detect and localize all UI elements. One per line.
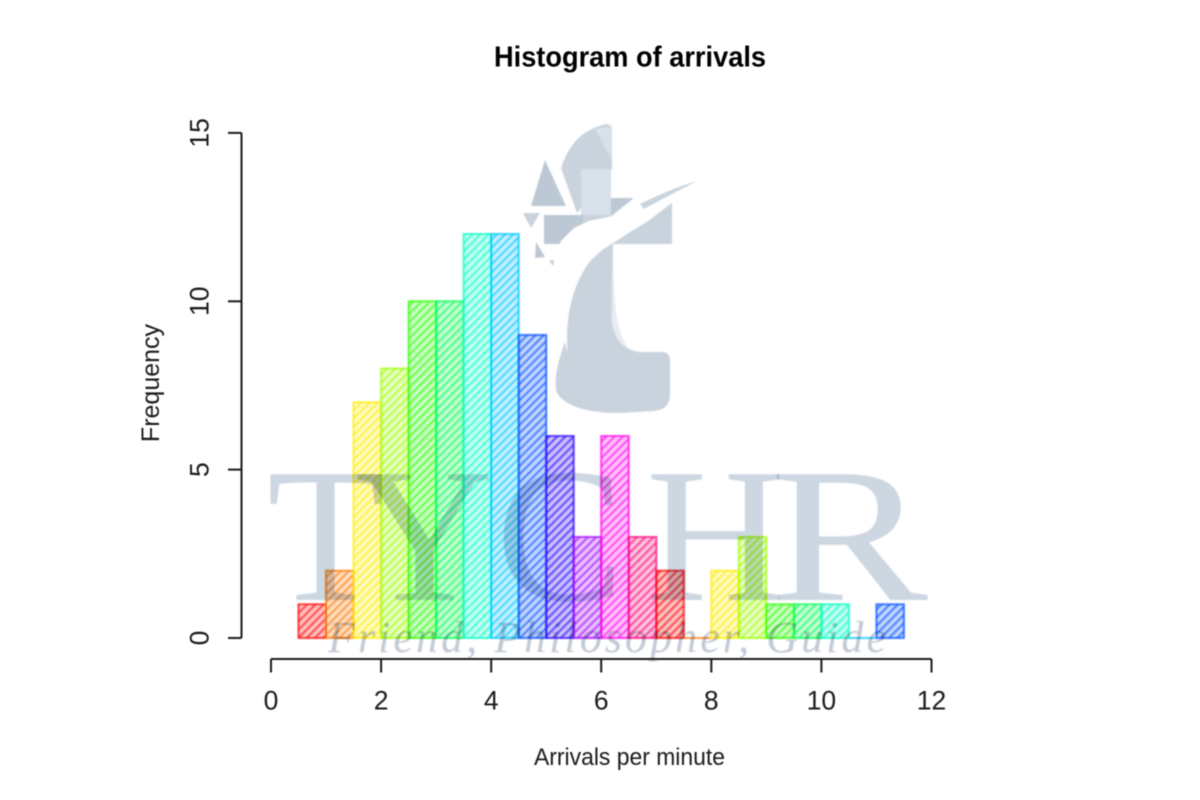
svg-text:5: 5 xyxy=(185,462,215,477)
svg-text:6: 6 xyxy=(594,686,609,716)
svg-text:H: H xyxy=(646,429,785,642)
svg-text:Arrivals per minute: Arrivals per minute xyxy=(534,744,725,771)
svg-text:Histogram of arrivals: Histogram of arrivals xyxy=(494,41,766,73)
svg-text:C: C xyxy=(496,429,624,642)
svg-text:Frequency: Frequency xyxy=(137,323,165,442)
svg-text:10: 10 xyxy=(185,287,215,316)
svg-text:15: 15 xyxy=(185,118,215,147)
svg-text:8: 8 xyxy=(704,686,719,716)
svg-text:12: 12 xyxy=(917,686,946,716)
svg-text:0: 0 xyxy=(185,631,215,646)
svg-text:10: 10 xyxy=(807,686,836,716)
svg-text:Friend, Philosopher, Guide: Friend, Philosopher, Guide xyxy=(327,613,886,662)
svg-text:2: 2 xyxy=(374,686,389,716)
svg-text:R: R xyxy=(770,429,928,642)
svg-text:T: T xyxy=(267,429,384,642)
svg-text:Y: Y xyxy=(355,429,494,642)
svg-text:0: 0 xyxy=(264,686,279,716)
svg-text:4: 4 xyxy=(484,686,499,716)
